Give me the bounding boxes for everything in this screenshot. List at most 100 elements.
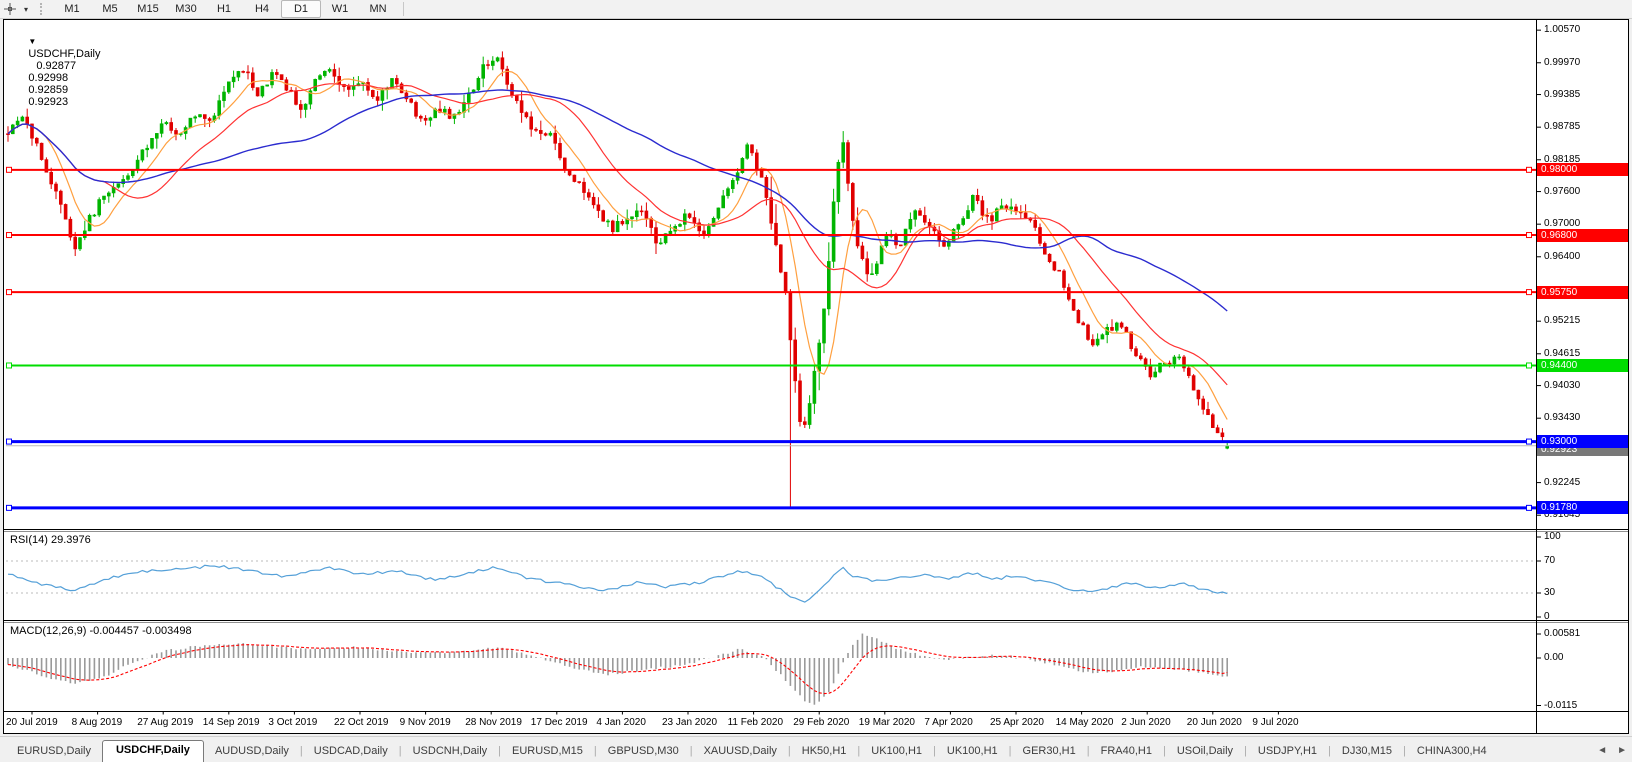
chart-tab-usdchf-daily[interactable]: USDCHF,Daily: [101, 740, 204, 762]
chart-title: ▼ USDCHF,Daily 0.92877 0.92998 0.92859 0…: [10, 24, 100, 120]
chart-tab-usdcnh-daily[interactable]: USDCNH,Daily: [412, 745, 488, 757]
macd-indicator-label: MACD(12,26,9) -0.004457 -0.003498: [10, 625, 192, 637]
timeframe-h1-button[interactable]: H1: [216, 3, 232, 15]
tab-separator: |: [787, 745, 791, 757]
date-label: 29 Feb 2020: [793, 717, 850, 728]
date-label: 2 Jun 2020: [1121, 717, 1171, 728]
price-axis-label: 0: [1544, 611, 1550, 622]
date-label: 4 Jan 2020: [596, 717, 646, 728]
date-label: 3 Oct 2019: [268, 717, 318, 728]
price-axis-label: 1.00570: [1544, 24, 1581, 36]
price-axis-label: 0.94030: [1544, 379, 1581, 391]
chart-tab-ger30-h1[interactable]: GER30,H1: [1022, 745, 1076, 757]
timeframe-h4-button[interactable]: H4: [254, 3, 270, 15]
price-axis-label: 0.00581: [1544, 627, 1581, 639]
hline-price-tag: 0.95750: [1537, 285, 1628, 299]
date-label: 25 Apr 2020: [990, 717, 1044, 728]
tab-separator: |: [398, 745, 402, 757]
timeframe-m15-button[interactable]: M15: [137, 3, 159, 15]
hline-price-tag: 0.94400: [1537, 358, 1628, 372]
chart-tab-usdjpy-h1[interactable]: USDJPY,H1: [1257, 745, 1318, 757]
chart-tab-eurusd-m15[interactable]: EURUSD,M15: [512, 745, 583, 757]
date-label: 22 Oct 2019: [334, 717, 389, 728]
price-axis-label: 0.91645: [1544, 509, 1581, 521]
chart-collapse-icon[interactable]: ▼: [28, 37, 37, 46]
timeframe-toolbar: ▾ M1 M5 M15 M30 H1 H4 D1 W1 MN: [0, 0, 1632, 19]
toolbar-grip[interactable]: [40, 3, 47, 15]
timeframe-m30-button[interactable]: M30: [175, 3, 197, 15]
price-axis-label: 30: [1544, 587, 1556, 598]
date-label: 17 Dec 2019: [530, 717, 588, 728]
price-axis-label: 0.98785: [1544, 121, 1581, 133]
timeframe-d1-button[interactable]: D1: [281, 0, 321, 18]
ohlc-low: 0.92859: [28, 84, 69, 96]
tab-scroll-right-button[interactable]: ►: [1617, 745, 1627, 756]
chart-tab-xauusd-daily[interactable]: XAUUSD,Daily: [703, 745, 777, 757]
cursor-tool-icon[interactable]: [0, 1, 20, 17]
chart-tab-usdcad-daily[interactable]: USDCAD,Daily: [313, 745, 388, 757]
chart-tab-usoil-daily[interactable]: USOil,Daily: [1176, 745, 1234, 757]
price-axis-label: 0.00: [1544, 652, 1564, 663]
price-axis-label: 0.94615: [1544, 347, 1581, 359]
date-label: 27 Aug 2019: [137, 717, 194, 728]
date-label: 20 Jul 2019: [6, 717, 58, 728]
chart-tab-hk50-h1[interactable]: HK50,H1: [801, 745, 847, 757]
hline-price-tag: 0.96800: [1537, 228, 1628, 242]
price-axis-label: -0.0115: [1544, 699, 1578, 711]
tab-separator: |: [1403, 745, 1406, 757]
date-label: 19 Mar 2020: [858, 717, 915, 728]
tab-separator: |: [498, 745, 502, 757]
price-axis-label: 0.98185: [1544, 153, 1581, 165]
timeframe-m1-button[interactable]: M1: [64, 3, 80, 15]
timeframe-mn-button[interactable]: MN: [369, 3, 387, 15]
tab-separator: |: [1244, 745, 1247, 757]
date-label: 14 Sep 2019: [202, 717, 260, 728]
timeframe-m5-button[interactable]: M5: [102, 3, 118, 15]
chart-tab-fra40-h1[interactable]: FRA40,H1: [1100, 745, 1152, 757]
toolbar-separator: [403, 2, 404, 16]
tab-separator: |: [1328, 745, 1331, 757]
tab-separator: |: [689, 745, 693, 757]
price-axis-label: 0.92245: [1544, 476, 1581, 488]
price-axis-label: 0.93430: [1544, 412, 1581, 424]
date-label: 8 Aug 2019: [71, 717, 123, 728]
chart-tab-uk100-h1[interactable]: UK100,H1: [871, 745, 923, 757]
date-label: 14 May 2020: [1055, 717, 1114, 728]
hline-price-tag: 0.93000: [1537, 435, 1628, 449]
date-label: 20 Jun 2020: [1186, 717, 1242, 728]
cursor-tool-dropdown-icon[interactable]: ▾: [23, 4, 28, 14]
hline-price-tag: 0.98000: [1537, 163, 1628, 177]
date-label: 9 Nov 2019: [399, 717, 451, 728]
chart-tab-gbpusd-m30[interactable]: GBPUSD,M30: [607, 745, 679, 757]
chart-tab-dj30-m15[interactable]: DJ30,M15: [1341, 745, 1393, 757]
chart-window: ▼ USDCHF,Daily 0.92877 0.92998 0.92859 0…: [3, 19, 1629, 734]
chart-tab-uk100-h1[interactable]: UK100,H1: [946, 745, 998, 757]
chart-tab-bar: EURUSD,Daily USDCHF,Daily AUDUSD,Daily | USD…: [0, 736, 1632, 762]
price-axis-label: 0.96400: [1544, 250, 1581, 262]
price-axis-label: 0.97000: [1544, 218, 1581, 230]
date-label: 23 Jan 2020: [662, 717, 718, 728]
date-label: 7 Apr 2020: [924, 717, 973, 728]
tab-scroll-left-button[interactable]: ◄: [1597, 745, 1608, 756]
price-axis-label: 0.97600: [1544, 185, 1581, 197]
chart-symbol-period: USDCHF,Daily: [28, 48, 101, 60]
ohlc-close: 0.92923: [28, 96, 69, 108]
tab-separator: |: [933, 745, 936, 757]
date-label: 9 Jul 2020: [1252, 717, 1299, 728]
chart-tab-china300-h4[interactable]: CHINA300,H4: [1416, 745, 1487, 757]
chart-canvas[interactable]: [4, 20, 1628, 733]
date-label: 28 Nov 2019: [465, 717, 522, 728]
price-axis-label: 70: [1544, 555, 1556, 566]
chart-tab-eurusd-daily[interactable]: EURUSD,Daily: [17, 745, 91, 757]
chart-tab-audusd-daily[interactable]: AUDUSD,Daily: [214, 745, 289, 757]
tab-separator: |: [1008, 745, 1012, 757]
price-axis-label: 0.99970: [1544, 56, 1581, 68]
ohlc-open: 0.92877: [36, 60, 77, 72]
price-axis-label: 0.99385: [1544, 88, 1581, 100]
tab-separator: |: [857, 745, 861, 757]
price-axis-label: 0.95215: [1544, 315, 1581, 327]
timeframe-w1-button[interactable]: W1: [331, 3, 349, 15]
tab-separator: |: [1162, 745, 1166, 757]
rsi-indicator-label: RSI(14) 29.3976: [10, 534, 91, 546]
